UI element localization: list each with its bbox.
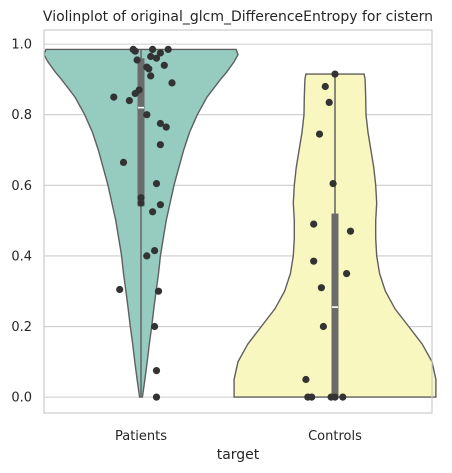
data-point: [152, 180, 161, 188]
data-point: [131, 47, 139, 55]
data-point: [156, 119, 164, 128]
data-point: [137, 194, 145, 202]
data-point: [331, 393, 339, 401]
data-point: [133, 56, 141, 64]
data-point: [149, 45, 157, 54]
data-point: [151, 247, 159, 255]
data-point: [321, 82, 329, 91]
data-point: [302, 375, 310, 384]
data-point: [125, 97, 133, 105]
chart-title: Violinplot of original_glcm_DifferenceEn…: [43, 9, 433, 25]
strip-points: [110, 45, 355, 401]
violins: [43, 48, 437, 398]
box-plots: [137, 49, 339, 398]
data-point: [119, 158, 128, 166]
data-point: [147, 52, 155, 61]
data-point: [168, 79, 176, 87]
y-tick-labels: 0.0 0.2 0.4 0.6 0.8 1.0: [11, 38, 32, 406]
data-point: [149, 208, 157, 216]
data-point: [160, 61, 168, 69]
x-axis-label: target: [217, 447, 260, 463]
iqr-box: [137, 58, 145, 207]
data-point: [152, 367, 161, 375]
data-point: [319, 322, 327, 331]
data-point: [156, 141, 164, 149]
data-point: [315, 130, 324, 138]
data-point: [151, 322, 159, 331]
x-tick-label: Patients: [115, 429, 167, 444]
data-point: [145, 65, 153, 73]
data-point: [110, 93, 118, 101]
y-tick-label: 0.4: [11, 249, 32, 264]
y-tick-label: 0.8: [11, 108, 32, 123]
data-point: [152, 393, 161, 401]
data-point: [346, 227, 355, 235]
data-point: [154, 287, 163, 295]
data-point: [339, 393, 347, 401]
data-point: [116, 285, 124, 294]
data-point: [143, 111, 151, 119]
data-point: [156, 49, 164, 57]
data-point: [310, 257, 318, 265]
data-point: [137, 199, 145, 207]
y-tick-label: 0.6: [11, 179, 32, 194]
data-point: [156, 201, 164, 209]
data-point: [331, 70, 339, 78]
data-point: [164, 45, 172, 54]
data-point: [131, 89, 139, 98]
data-point: [152, 54, 161, 62]
data-point: [162, 123, 170, 131]
data-point: [310, 220, 318, 228]
data-point: [143, 252, 151, 260]
data-point: [325, 98, 333, 106]
data-point: [308, 393, 316, 401]
y-tick-label: 0.2: [11, 320, 32, 335]
x-tick-labels: Patients Controls: [115, 429, 362, 444]
data-point: [343, 270, 351, 278]
y-tick-label: 1.0: [11, 38, 32, 53]
y-tick-label: 0.0: [11, 391, 32, 406]
data-point: [317, 284, 325, 292]
plot-frame: [43, 29, 433, 414]
data-point: [147, 72, 155, 80]
x-tick-label: Controls: [308, 429, 362, 444]
data-point: [329, 180, 337, 188]
iqr-box: [331, 213, 339, 398]
